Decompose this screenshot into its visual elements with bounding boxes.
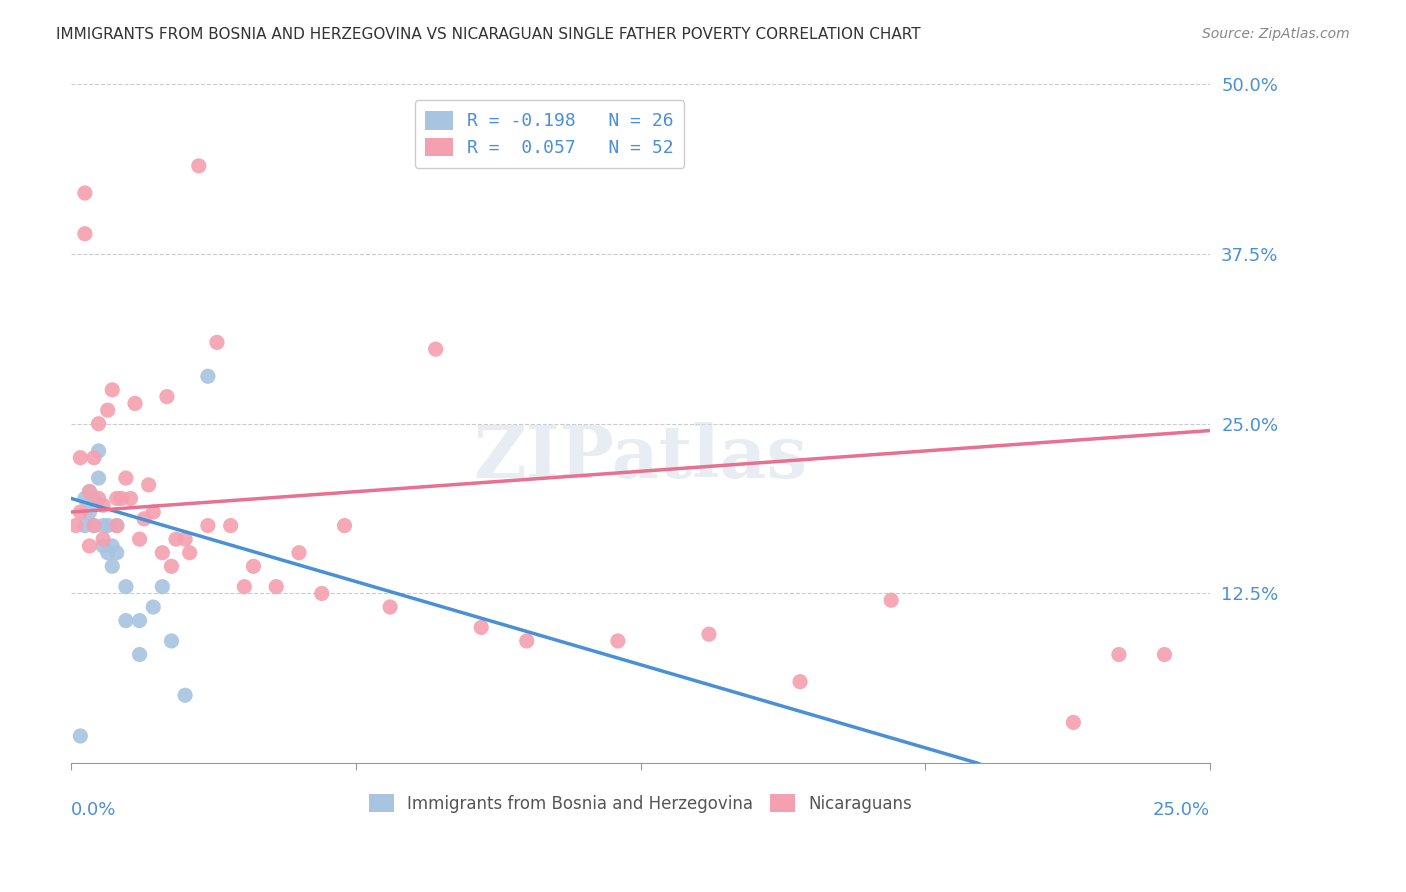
Point [91, 532, 114, 546]
Point [174, 688, 197, 702]
Point [378, 600, 401, 615]
Point [174, 532, 197, 546]
Point [697, 627, 720, 641]
Point [120, 491, 142, 506]
Point [150, 580, 173, 594]
Point [87, 444, 110, 458]
Point [160, 559, 183, 574]
Point [79, 539, 101, 553]
Point [69, 450, 91, 465]
Point [69, 505, 91, 519]
Point [160, 634, 183, 648]
Point [91, 539, 114, 553]
Point [242, 559, 264, 574]
Point [233, 580, 256, 594]
Text: 0.0%: 0.0% [72, 801, 117, 819]
Point [128, 614, 150, 628]
Point [165, 532, 187, 546]
Point [105, 518, 128, 533]
Point [97, 518, 120, 533]
Point [101, 383, 124, 397]
Point [1108, 648, 1130, 662]
Point [288, 546, 311, 560]
Point [79, 484, 101, 499]
Point [138, 478, 160, 492]
Point [101, 539, 124, 553]
Point [69, 729, 91, 743]
Point [156, 390, 179, 404]
Point [264, 580, 287, 594]
Point [105, 518, 128, 533]
Point [115, 580, 138, 594]
Point [470, 620, 492, 634]
Point [115, 614, 138, 628]
Point [219, 518, 242, 533]
Text: IMMIGRANTS FROM BOSNIA AND HERZEGOVINA VS NICARAGUAN SINGLE FATHER POVERTY CORRE: IMMIGRANTS FROM BOSNIA AND HERZEGOVINA V… [56, 27, 921, 42]
Point [128, 532, 150, 546]
Point [87, 417, 110, 431]
Legend: Immigrants from Bosnia and Herzegovina, Nicaraguans: Immigrants from Bosnia and Herzegovina, … [359, 784, 922, 822]
Text: 25.0%: 25.0% [1153, 801, 1211, 819]
Point [87, 471, 110, 485]
Point [97, 546, 120, 560]
Point [516, 634, 538, 648]
Point [142, 505, 165, 519]
Point [97, 403, 120, 417]
Point [197, 369, 219, 384]
Point [187, 159, 209, 173]
Point [79, 505, 101, 519]
Point [91, 498, 114, 512]
Point [83, 518, 105, 533]
Point [124, 396, 146, 410]
Point [134, 512, 156, 526]
Point [179, 546, 201, 560]
Text: Source: ZipAtlas.com: Source: ZipAtlas.com [1202, 27, 1350, 41]
Point [105, 546, 128, 560]
Point [73, 186, 96, 200]
Point [880, 593, 903, 607]
Point [197, 518, 219, 533]
Text: ZIPatlas: ZIPatlas [474, 422, 807, 493]
Point [1062, 715, 1084, 730]
Point [115, 471, 138, 485]
Point [73, 518, 96, 533]
Point [87, 491, 110, 506]
Point [311, 586, 333, 600]
Point [110, 491, 132, 506]
Point [73, 227, 96, 241]
Point [128, 648, 150, 662]
Point [1153, 648, 1175, 662]
Point [101, 559, 124, 574]
Point [205, 335, 228, 350]
Point [150, 546, 173, 560]
Point [65, 518, 87, 533]
Point [142, 600, 165, 615]
Point [789, 674, 811, 689]
Point [105, 491, 128, 506]
Point [79, 484, 101, 499]
Point [83, 491, 105, 506]
Point [333, 518, 356, 533]
Point [425, 342, 447, 356]
Point [73, 491, 96, 506]
Point [91, 518, 114, 533]
Point [83, 518, 105, 533]
Point [606, 634, 628, 648]
Point [83, 450, 105, 465]
